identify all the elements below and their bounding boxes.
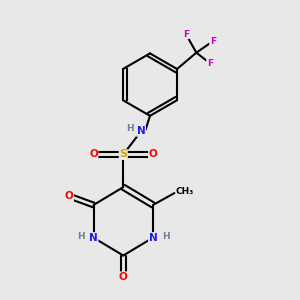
Text: H: H (77, 232, 85, 241)
Text: N: N (89, 233, 98, 243)
Text: S: S (119, 149, 127, 160)
Text: H: H (162, 232, 169, 241)
Text: O: O (119, 272, 128, 282)
Text: F: F (210, 37, 216, 46)
Text: N: N (148, 233, 157, 243)
Text: CH₃: CH₃ (176, 187, 194, 196)
Text: F: F (207, 58, 213, 68)
Text: N: N (137, 126, 146, 136)
Text: H: H (126, 124, 134, 134)
Text: O: O (89, 149, 98, 160)
Text: O: O (148, 149, 157, 160)
Text: O: O (65, 191, 74, 201)
Text: F: F (183, 30, 189, 39)
